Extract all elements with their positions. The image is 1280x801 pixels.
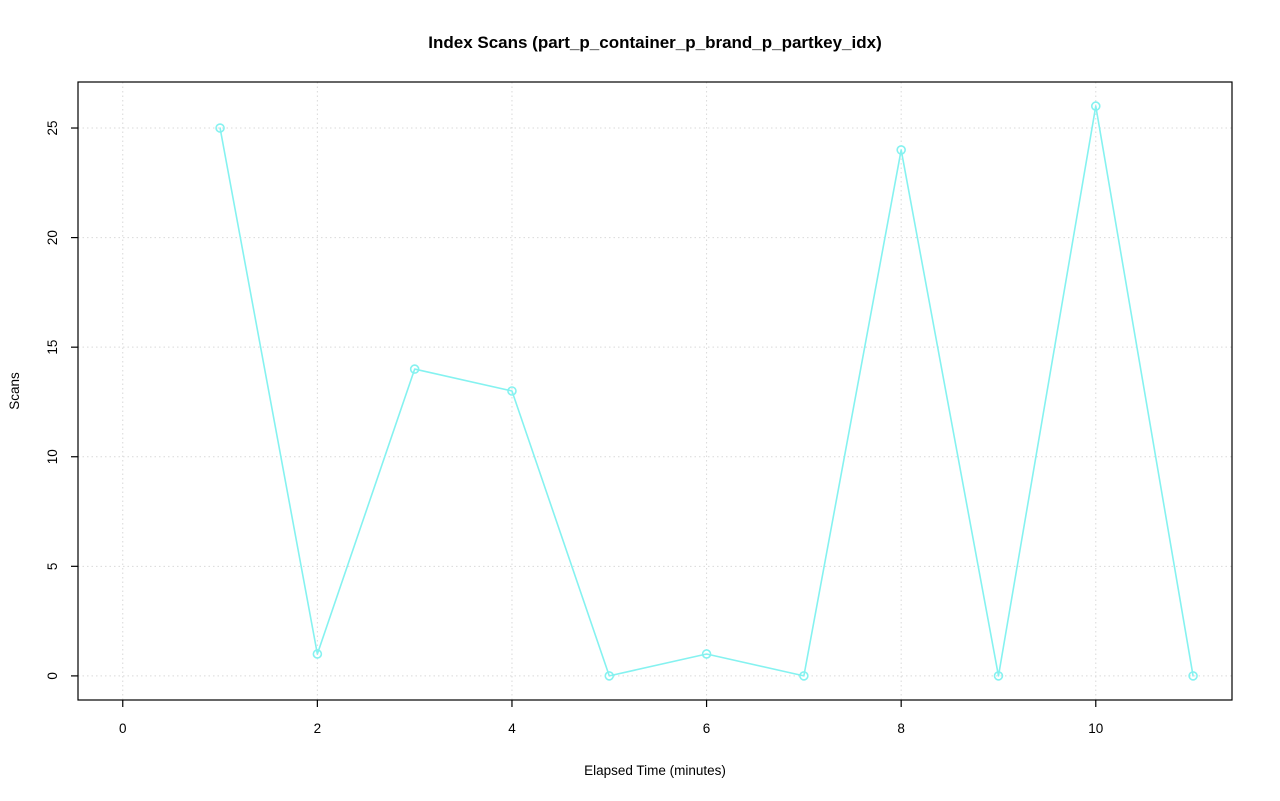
chart-title: Index Scans (part_p_container_p_brand_p_… [428, 33, 882, 52]
series-layer [215, 101, 1198, 681]
data-point [604, 671, 615, 681]
x-tick-label: 0 [119, 721, 127, 736]
data-point [312, 649, 323, 659]
x-tick-label: 10 [1088, 721, 1103, 736]
y-tick-label: 25 [45, 121, 60, 136]
data-point [507, 386, 517, 396]
x-tick-label: 6 [703, 721, 711, 736]
data-point [1090, 101, 1101, 111]
y-tick-label: 5 [45, 563, 60, 571]
y-tick-label: 15 [45, 340, 60, 355]
data-point [896, 145, 906, 155]
data-point [215, 123, 225, 133]
data-point [1188, 671, 1198, 681]
y-tick-label: 20 [45, 230, 60, 245]
x-axis-label: Elapsed Time (minutes) [584, 763, 726, 778]
data-point [701, 649, 712, 659]
data-point [799, 671, 809, 681]
grid-layer [78, 82, 1232, 700]
x-tick-label: 4 [508, 721, 516, 736]
axis-layer: 0 2 4 6 8 10 0 5 10 15 20 25 [45, 121, 1103, 736]
x-tick-label: 8 [897, 721, 905, 736]
y-axis-label: Scans [7, 372, 22, 410]
data-point [993, 671, 1004, 681]
plot-border [77, 81, 1233, 701]
y-tick-label: 0 [45, 672, 60, 680]
data-point [409, 364, 420, 374]
data-line [219, 105, 1194, 677]
x-tick-label: 2 [314, 721, 322, 736]
y-tick-label: 10 [45, 449, 60, 464]
